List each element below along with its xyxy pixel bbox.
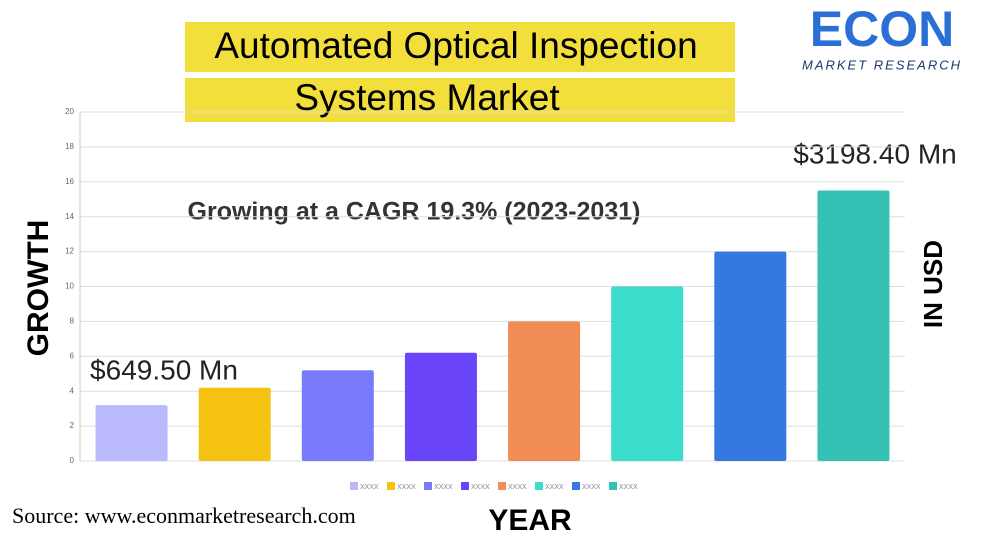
y-tick-label: 10 bbox=[65, 282, 74, 291]
legend-label: XXXX bbox=[360, 484, 379, 491]
y-tick-label: 14 bbox=[65, 212, 74, 221]
logo-tagline: MARKET RESEARCH bbox=[802, 57, 962, 72]
subtitle: Growing at a CAGR 19.3% (2023-2031) bbox=[188, 198, 641, 226]
y-tick-label: 12 bbox=[65, 247, 74, 256]
legend-swatch bbox=[350, 482, 358, 490]
legend-swatch bbox=[572, 482, 580, 490]
bar bbox=[714, 251, 787, 461]
legend-swatch bbox=[609, 482, 617, 490]
legend-label: XXXX bbox=[508, 484, 527, 491]
y-tick-label: 2 bbox=[70, 421, 75, 430]
legend-label: XXXX bbox=[545, 484, 564, 491]
chart-title: Automated Optical Inspection bbox=[214, 25, 697, 66]
bar bbox=[404, 352, 477, 461]
legend-swatch bbox=[535, 482, 543, 490]
legend-label: XXXX bbox=[582, 484, 601, 491]
y-tick-label: 6 bbox=[70, 351, 75, 360]
x-axis-label: YEAR bbox=[488, 504, 572, 537]
y-tick-label: 4 bbox=[70, 386, 75, 395]
bar bbox=[508, 321, 581, 461]
bar bbox=[817, 190, 890, 461]
logo: ECON bbox=[810, 1, 954, 57]
legend-label: XXXX bbox=[434, 484, 453, 491]
y-tick-label: 18 bbox=[65, 142, 74, 151]
y-tick-label: 8 bbox=[70, 317, 75, 326]
y-tick-label: 20 bbox=[65, 107, 74, 116]
source: Source: www.econmarketresearch.com bbox=[12, 503, 356, 528]
bar bbox=[611, 286, 684, 461]
chart-title: Systems Market bbox=[294, 77, 560, 118]
legend-swatch bbox=[387, 482, 395, 490]
bar bbox=[95, 405, 168, 461]
annotation: $3198.40 Mn bbox=[793, 138, 956, 169]
annotation: $649.50 Mn bbox=[90, 354, 238, 385]
legend-swatch bbox=[498, 482, 506, 490]
bar bbox=[301, 370, 374, 461]
y-tick-label: 0 bbox=[70, 456, 75, 465]
title-highlight bbox=[185, 78, 735, 122]
y-tick-label: 16 bbox=[65, 177, 74, 186]
title-highlight bbox=[185, 22, 735, 72]
legend-swatch bbox=[424, 482, 432, 490]
y2-axis-label: IN USD bbox=[918, 240, 948, 328]
legend-label: XXXX bbox=[471, 484, 490, 491]
y-axis-label: GROWTH bbox=[22, 220, 55, 357]
legend-swatch bbox=[461, 482, 469, 490]
bar bbox=[198, 387, 271, 461]
legend-label: XXXX bbox=[619, 484, 638, 491]
legend-label: XXXX bbox=[397, 484, 416, 491]
